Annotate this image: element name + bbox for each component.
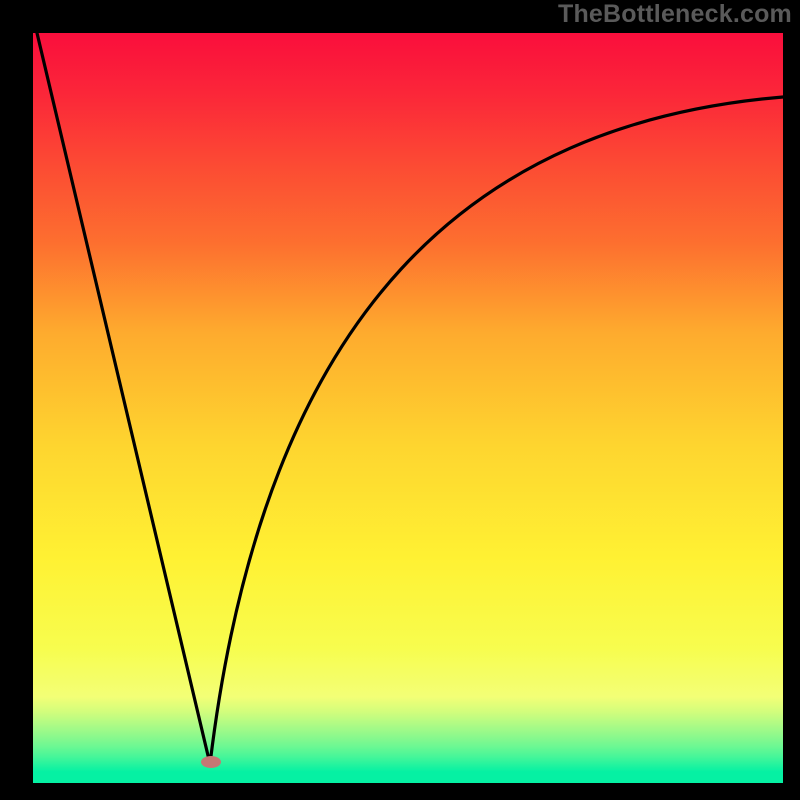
chart-frame: TheBottleneck.com xyxy=(0,0,800,800)
plot-svg xyxy=(33,33,783,783)
watermark-text: TheBottleneck.com xyxy=(558,0,792,29)
minimum-marker xyxy=(201,756,221,768)
plot-area xyxy=(33,33,783,783)
gradient-background xyxy=(33,33,783,783)
